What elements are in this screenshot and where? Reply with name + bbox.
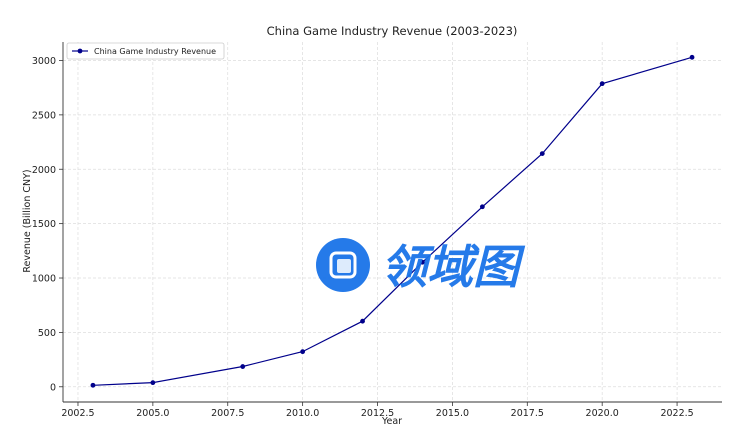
legend-marker bbox=[77, 48, 83, 54]
x-tick-label: 2007.5 bbox=[211, 408, 244, 419]
y-tick-label: 1000 bbox=[32, 274, 56, 285]
y-tick-label: 500 bbox=[38, 328, 56, 339]
ticks: 2002.5 2005.0 2007.5 2010.0 2012.5 2015.0 2017… bbox=[32, 56, 694, 419]
data-point bbox=[360, 318, 365, 324]
axes bbox=[62, 42, 722, 403]
data-point bbox=[420, 259, 425, 265]
x-axis-label: Year bbox=[381, 416, 402, 427]
data-point bbox=[539, 151, 545, 156]
data-point bbox=[240, 364, 246, 369]
x-tick-label: 2005.0 bbox=[136, 408, 169, 419]
series-line bbox=[92, 56, 693, 386]
x-tick-label: 2022.5 bbox=[660, 408, 693, 419]
x-tick-label: 2002.5 bbox=[61, 408, 94, 419]
x-tick-label: 2010.0 bbox=[286, 408, 319, 419]
legend: China Game Industry Revenue bbox=[66, 42, 225, 60]
watermark-logo-inner bbox=[337, 259, 351, 273]
y-tick-label: 3000 bbox=[32, 56, 56, 67]
chart-title: China Game Industry Revenue (2003-2023) bbox=[267, 24, 518, 38]
data-point bbox=[300, 349, 306, 355]
watermark: 领域图 bbox=[316, 238, 526, 294]
x-tick-label: 2017.5 bbox=[511, 408, 544, 419]
data-point bbox=[150, 380, 156, 386]
grid bbox=[63, 42, 722, 402]
x-tick-label: 2015.0 bbox=[436, 408, 469, 419]
y-tick-label: 2500 bbox=[32, 110, 56, 121]
series bbox=[90, 54, 695, 388]
y-tick-label: 2000 bbox=[32, 165, 56, 176]
data-point bbox=[689, 54, 695, 60]
data-point bbox=[90, 382, 96, 388]
x-tick-label: 2012.5 bbox=[361, 408, 394, 419]
watermark-logo-square bbox=[329, 251, 357, 279]
watermark-text: 领域图 bbox=[381, 240, 526, 294]
legend-box bbox=[66, 42, 225, 60]
legend-label: China Game Industry Revenue bbox=[94, 47, 216, 56]
data-point bbox=[479, 204, 485, 210]
x-tick-label: 2020.0 bbox=[586, 408, 619, 419]
y-axis-label: Revenue (Billion CNY) bbox=[22, 169, 33, 272]
y-tick-label: 1500 bbox=[32, 219, 56, 230]
y-tick-label: 0 bbox=[50, 382, 56, 393]
data-point bbox=[599, 81, 605, 87]
